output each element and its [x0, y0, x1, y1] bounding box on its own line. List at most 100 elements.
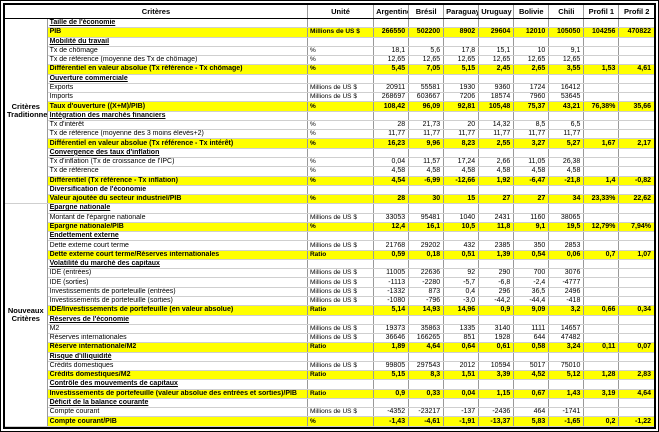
table-row: Montant de l'épargne nationale Millions d…	[5, 212, 654, 223]
value-cell	[618, 92, 654, 103]
value-cell: 11,77	[548, 129, 585, 140]
unit-cell: %	[306, 194, 375, 205]
value-cell: -21,8	[548, 175, 585, 186]
value-cell	[618, 36, 654, 47]
value-cell: -5,7	[443, 277, 480, 288]
value-cell: 1930	[443, 82, 480, 94]
section-row: Réserves de l'économie	[5, 314, 654, 325]
column-header: Critères	[5, 5, 308, 19]
value-cell	[583, 147, 620, 158]
value-cell: 12,79%	[583, 221, 620, 233]
value-cell: 26,38	[548, 156, 585, 168]
value-cell: 5,15	[373, 370, 410, 381]
unit-cell	[306, 17, 375, 29]
value-cell	[583, 231, 620, 242]
value-cell: -796	[408, 295, 445, 307]
table-row: Épargne nationale/PIB% 12,4 16,1 10,5 11,8 9,…	[5, 221, 654, 233]
value-cell	[548, 36, 585, 47]
value-cell: 1,39	[478, 249, 515, 260]
criterion-label: Risque d'illiquidité	[46, 351, 308, 362]
value-cell: 0,06	[548, 249, 585, 260]
value-cell: 5,27	[548, 138, 585, 149]
column-header: Unité	[306, 5, 375, 19]
value-cell	[443, 17, 480, 29]
value-cell: 10594	[478, 360, 515, 372]
unit-cell: Millions de US $	[306, 360, 375, 372]
value-cell: 3,24	[548, 342, 585, 353]
unit-cell: Millions de US $	[306, 92, 375, 103]
value-cell	[478, 203, 515, 214]
value-cell	[583, 295, 620, 307]
value-cell	[618, 240, 654, 251]
value-cell: -418	[548, 295, 585, 307]
value-cell: 36,5	[513, 286, 550, 297]
criterion-label: Crédits domestiques/M2	[46, 370, 308, 381]
value-cell	[618, 212, 654, 223]
value-cell: 0,61	[478, 342, 515, 353]
value-cell: 105050	[548, 27, 585, 38]
value-cell: 7,05	[408, 64, 445, 75]
value-cell	[583, 407, 620, 418]
unit-cell: Ratio	[306, 388, 375, 399]
unit-cell: %	[306, 119, 375, 131]
value-cell: 1928	[478, 333, 515, 344]
value-cell: 21,73	[408, 119, 445, 131]
value-cell	[513, 351, 550, 362]
value-cell: 14,32	[478, 119, 515, 131]
value-cell: -1332	[373, 286, 410, 297]
value-cell	[478, 231, 515, 242]
value-cell	[618, 379, 654, 390]
value-cell: 33053	[373, 212, 410, 223]
value-cell	[583, 360, 620, 372]
value-cell: 11,8	[478, 221, 515, 233]
value-cell	[478, 397, 515, 409]
unit-cell: %	[306, 45, 375, 57]
criterion-label: Tx de référence	[46, 166, 308, 177]
value-cell	[373, 231, 410, 242]
value-cell: 1160	[513, 212, 550, 223]
value-cell: -13,37	[478, 416, 515, 427]
unit-cell: %	[306, 221, 375, 233]
value-cell: -1,22	[618, 416, 654, 427]
criterion-label: Différentiel en valeur absolue (Tx référ…	[46, 64, 308, 75]
value-cell	[548, 184, 585, 196]
value-cell: 0,66	[583, 305, 620, 316]
value-cell	[618, 314, 654, 325]
unit-cell: Ratio	[306, 342, 375, 353]
value-cell: 43,21	[548, 101, 585, 112]
value-cell	[408, 258, 445, 270]
value-cell	[583, 397, 620, 409]
value-cell: -44,4	[513, 295, 550, 307]
value-cell	[583, 82, 620, 94]
value-cell: 0,4	[443, 286, 480, 297]
section-row: CritèresTraditionnelsTaille de l'économi…	[5, 17, 654, 205]
unit-cell: %	[306, 64, 375, 75]
value-cell: 11005	[373, 268, 410, 279]
value-cell	[618, 231, 654, 242]
value-cell: 16,1	[408, 221, 445, 233]
value-cell: 4,52	[513, 370, 550, 381]
value-cell	[618, 184, 654, 196]
value-cell: 99805	[373, 360, 410, 372]
value-cell: 1,53	[583, 64, 620, 75]
unit-cell	[306, 258, 375, 270]
criterion-label: PIB	[46, 27, 308, 38]
value-cell	[373, 379, 410, 390]
table-row: PIB Millions de US $266550 502200 8902 29604…	[5, 27, 654, 38]
table-row: Compte courant Millions de US $ -4352 -2321…	[5, 407, 654, 418]
table-row: Tx d'inflation (Tx de croissance de l'IP…	[5, 156, 654, 168]
criterion-label: Compte courant	[46, 407, 308, 418]
value-cell: 9,1	[513, 221, 550, 233]
value-cell	[618, 82, 654, 94]
value-cell	[408, 147, 445, 158]
value-cell: 0,34	[618, 305, 654, 316]
value-cell	[548, 397, 585, 409]
criterion-label: Dette externe court terme/Réserves inter…	[46, 249, 308, 260]
value-cell: 0,54	[513, 249, 550, 260]
table-row: Investissements de portefeuille (valeur …	[5, 388, 654, 399]
criterion-label: Dette externe court terme	[46, 240, 308, 251]
value-cell: 1,51	[443, 370, 480, 381]
value-cell	[443, 258, 480, 270]
unit-cell: %	[306, 129, 375, 140]
value-cell	[583, 92, 620, 103]
